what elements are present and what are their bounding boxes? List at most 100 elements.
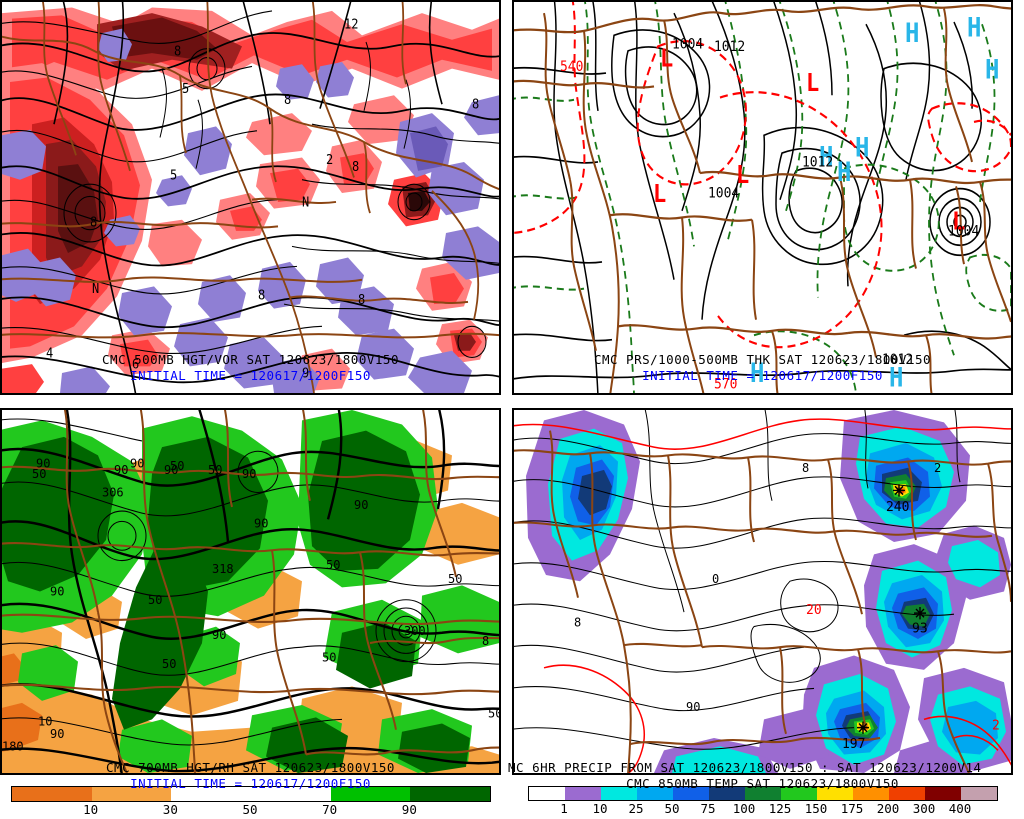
svg-text:H: H: [967, 11, 981, 43]
colorbar-segment: [251, 787, 331, 801]
colorbar-segment: [565, 787, 601, 800]
svg-text:93: 93: [912, 622, 928, 637]
colorbar-segment: [817, 787, 853, 800]
svg-text:12: 12: [344, 16, 358, 32]
svg-text:N: N: [92, 280, 99, 296]
colorbar-segment: [925, 787, 961, 800]
panel1-title: CMC 500MB HGT/VOR SAT 120623/1800V150: [102, 352, 399, 367]
map-frame-500mb[interactable]: 12 8 8 5 2 8 5 8 8 8 N 9 4 6 8 N: [0, 0, 501, 395]
colorbar-rh-labels: 10 30 50 70 90: [11, 802, 489, 817]
svg-text:L: L: [736, 161, 749, 189]
colorbar-segment: [745, 787, 781, 800]
svg-text:H: H: [889, 361, 903, 393]
colorbar-segment: [601, 787, 637, 800]
svg-text:0: 0: [712, 572, 719, 586]
svg-text:L: L: [806, 69, 819, 97]
svg-text:6: 6: [132, 356, 139, 372]
colorbar-tick-label: 70: [322, 802, 338, 817]
colorbar-tick-label: 200: [876, 801, 900, 816]
map-700mb-rh: 50 90 90 90 90 306 50 50 318 50 90 90 90…: [2, 410, 499, 773]
svg-text:90: 90: [254, 516, 268, 530]
panel4-subtitle: CMC 850MB TEMP SAT 120623/1800V150: [626, 776, 899, 791]
panel-precip-850mb-temp[interactable]: 240 93 197 20 2 8 0 8 90 2 1 10 25 50 75 100: [508, 408, 1013, 819]
svg-text:50: 50: [448, 572, 462, 586]
colorbar-segment: [781, 787, 817, 800]
colorbar-tick-label: 50: [242, 802, 258, 817]
svg-text:540: 540: [560, 58, 583, 75]
svg-text:318: 318: [212, 562, 234, 576]
colorbar-tick-label: 150: [804, 801, 828, 816]
svg-text:50: 50: [170, 459, 184, 473]
svg-text:90: 90: [242, 467, 256, 481]
svg-text:300: 300: [404, 624, 426, 638]
colorbar-tick-label: 1: [560, 801, 568, 816]
svg-text:90: 90: [354, 498, 368, 512]
svg-text:8: 8: [574, 615, 581, 629]
svg-text:90: 90: [130, 457, 144, 471]
svg-text:5: 5: [182, 80, 189, 96]
map-precip-temp: 240 93 197 20 2 8 0 8 90 2: [514, 410, 1011, 773]
svg-text:90: 90: [686, 700, 700, 714]
svg-text:1012: 1012: [802, 154, 833, 171]
svg-text:H: H: [985, 53, 999, 85]
svg-text:90: 90: [114, 463, 128, 477]
colorbar-relative-humidity: [11, 786, 491, 802]
panel-mslp-thickness[interactable]: L L L L L H H H H H H H H: [512, 0, 1013, 395]
colorbar-tick-label: 10: [592, 801, 608, 816]
svg-text:50: 50: [322, 650, 336, 664]
svg-text:8: 8: [284, 92, 291, 108]
svg-text:306: 306: [102, 485, 124, 499]
panel4-title: MC 6HR PRECIP FROM SAT 120623/1800V150 :…: [508, 760, 982, 775]
svg-text:50: 50: [148, 593, 162, 607]
svg-text:8: 8: [802, 461, 809, 475]
svg-text:L: L: [653, 180, 666, 208]
colorbar-tick-label: 90: [401, 802, 417, 817]
svg-text:197: 197: [842, 737, 865, 752]
colorbar-tick-label: 175: [840, 801, 864, 816]
svg-text:L: L: [952, 208, 965, 236]
svg-text:4: 4: [46, 345, 54, 361]
svg-text:2: 2: [934, 461, 941, 475]
map-mslp-thickness: L L L L L H H H H H H H H: [514, 2, 1011, 393]
svg-text:1012: 1012: [882, 352, 913, 369]
svg-text:90: 90: [164, 463, 178, 477]
svg-text:9: 9: [302, 365, 309, 381]
svg-text:8: 8: [482, 634, 489, 648]
svg-text:H: H: [837, 156, 851, 188]
map-500mb-vorticity: 12 8 8 5 2 8 5 8 8 8 N 9 4 6 8 N: [2, 2, 499, 393]
svg-text:570: 570: [714, 376, 737, 393]
panel-500mb-hgt-vor[interactable]: 12 8 8 5 2 8 5 8 8 8 N 9 4 6 8 N: [0, 0, 501, 395]
colorbar-tick-label: 30: [162, 802, 178, 817]
colorbar-precipitation: [528, 786, 998, 801]
svg-text:10: 10: [38, 714, 52, 728]
panel1-initial-time: INITIAL TIME = 120617/1200F150: [130, 368, 371, 383]
svg-text:50: 50: [32, 467, 46, 481]
svg-text:N: N: [302, 194, 309, 210]
svg-text:50: 50: [488, 706, 499, 720]
colorbar-segment: [91, 787, 172, 801]
colorbar-segment: [889, 787, 925, 800]
colorbar-tick-label: 300: [912, 801, 936, 816]
svg-text:90: 90: [50, 584, 64, 598]
colorbar-tick-label: 125: [768, 801, 792, 816]
svg-text:8: 8: [472, 96, 479, 112]
colorbar-tick-label: 25: [628, 801, 644, 816]
colorbar-segment: [410, 787, 491, 801]
svg-text:H: H: [750, 357, 764, 389]
svg-text:90: 90: [50, 727, 64, 741]
map-frame-precip[interactable]: 240 93 197 20 2 8 0 8 90 2: [512, 408, 1013, 775]
panel2-title: CMC PRS/1000-500MB THK SAT 120623/1800V1…: [593, 352, 932, 367]
colorbar-segment: [961, 787, 997, 800]
svg-text:50: 50: [208, 463, 222, 477]
svg-text:5: 5: [170, 167, 177, 183]
map-frame-700mb[interactable]: 50 90 90 90 90 306 50 50 318 50 90 90 90…: [0, 408, 501, 775]
colorbar-tick-label: 400: [948, 801, 972, 816]
map-frame-mslp[interactable]: L L L L L H H H H H H H H: [512, 0, 1013, 395]
svg-text:2: 2: [992, 719, 1000, 734]
panel2-initial-time: INITIAL TIME = 120617/1200F150: [642, 368, 883, 383]
panel-700mb-hgt-rh[interactable]: 50 90 90 90 90 306 50 50 318 50 90 90 90…: [0, 408, 501, 819]
svg-text:8: 8: [90, 214, 97, 230]
colorbar-tick-label: 100: [732, 801, 756, 816]
svg-text:2: 2: [326, 152, 333, 168]
